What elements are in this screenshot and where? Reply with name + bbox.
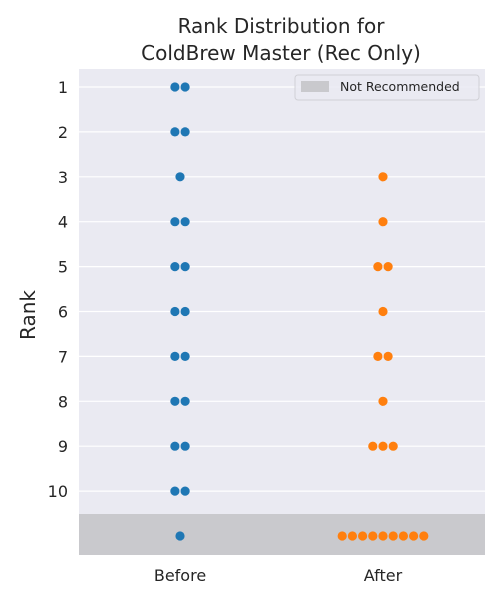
point-before-rank-2-2 bbox=[181, 127, 190, 136]
point-before-rank-5-2 bbox=[181, 262, 190, 271]
y-axis-ticks: 1 2 3 4 5 6 7 8 9 10 bbox=[48, 78, 68, 501]
point-before-rank-4-1 bbox=[170, 217, 179, 226]
point-after-rank-3-1 bbox=[378, 172, 387, 181]
point-after-rank-not-recommended-9 bbox=[419, 531, 428, 540]
y-tick-label-5: 5 bbox=[58, 258, 68, 277]
point-after-rank-not-recommended-2 bbox=[348, 531, 357, 540]
point-before-rank-5-1 bbox=[170, 262, 179, 271]
point-after-rank-not-recommended-6 bbox=[389, 531, 398, 540]
point-before-rank-3-1 bbox=[175, 172, 184, 181]
point-before-rank-not-recommended-1 bbox=[175, 531, 184, 540]
point-before-rank-6-1 bbox=[170, 307, 179, 316]
y-tick-label-7: 7 bbox=[58, 347, 68, 366]
y-tick-label-6: 6 bbox=[58, 303, 68, 322]
point-before-rank-9-2 bbox=[181, 442, 190, 451]
point-after-rank-not-recommended-8 bbox=[409, 531, 418, 540]
point-after-rank-6-1 bbox=[378, 307, 387, 316]
point-after-rank-5-1 bbox=[373, 262, 382, 271]
x-tick-label-before: Before bbox=[154, 566, 206, 585]
point-after-rank-not-recommended-3 bbox=[358, 531, 367, 540]
y-tick-label-4: 4 bbox=[58, 213, 68, 232]
point-after-rank-7-2 bbox=[384, 352, 393, 361]
point-before-rank-10-2 bbox=[181, 487, 190, 496]
point-before-rank-10-1 bbox=[170, 487, 179, 496]
point-after-rank-9-3 bbox=[389, 442, 398, 451]
point-before-rank-1-1 bbox=[170, 82, 179, 91]
point-after-rank-4-1 bbox=[378, 217, 387, 226]
point-after-rank-8-1 bbox=[378, 397, 387, 406]
point-after-rank-not-recommended-5 bbox=[378, 531, 387, 540]
y-axis-label: Rank bbox=[16, 290, 40, 340]
legend-swatch-not-recommended bbox=[301, 81, 329, 92]
point-after-rank-not-recommended-1 bbox=[338, 531, 347, 540]
point-before-rank-7-1 bbox=[170, 352, 179, 361]
y-tick-label-2: 2 bbox=[58, 123, 68, 142]
point-after-rank-not-recommended-7 bbox=[399, 531, 408, 540]
y-tick-label-9: 9 bbox=[58, 437, 68, 456]
point-after-rank-9-2 bbox=[378, 442, 387, 451]
point-after-rank-7-1 bbox=[373, 352, 382, 361]
point-before-rank-9-1 bbox=[170, 442, 179, 451]
y-tick-label-8: 8 bbox=[58, 392, 68, 411]
legend-label-not-recommended: Not Recommended bbox=[340, 79, 460, 94]
x-axis-ticks: Before After bbox=[154, 566, 403, 585]
point-before-rank-2-1 bbox=[170, 127, 179, 136]
point-before-rank-6-2 bbox=[181, 307, 190, 316]
point-before-rank-8-1 bbox=[170, 397, 179, 406]
point-after-rank-not-recommended-4 bbox=[368, 531, 377, 540]
point-before-rank-7-2 bbox=[181, 352, 190, 361]
point-before-rank-8-2 bbox=[181, 397, 190, 406]
y-tick-label-10: 10 bbox=[48, 482, 68, 501]
y-tick-label-3: 3 bbox=[58, 168, 68, 187]
chart-title-line-1: Rank Distribution for bbox=[178, 14, 386, 38]
chart-title-line-2: ColdBrew Master (Rec Only) bbox=[141, 41, 421, 65]
legend: Not Recommended bbox=[295, 75, 479, 100]
point-after-rank-5-2 bbox=[384, 262, 393, 271]
point-before-rank-4-2 bbox=[181, 217, 190, 226]
point-after-rank-9-1 bbox=[368, 442, 377, 451]
y-tick-label-1: 1 bbox=[58, 78, 68, 97]
x-tick-label-after: After bbox=[364, 566, 403, 585]
point-before-rank-1-2 bbox=[181, 82, 190, 91]
